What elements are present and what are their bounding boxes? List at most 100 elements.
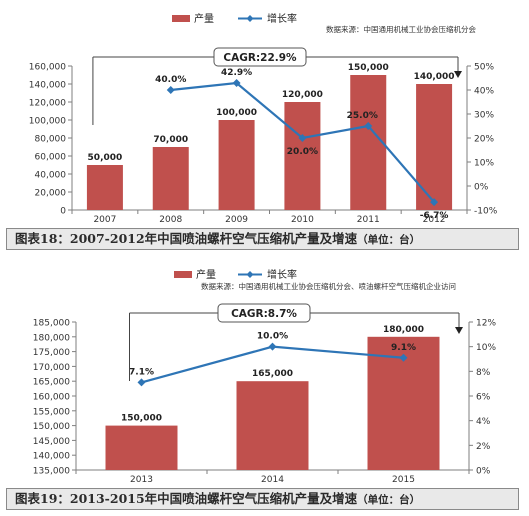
chart2-growth-point <box>268 342 277 351</box>
chart1-bar <box>284 102 321 210</box>
chart1-bar-label: 100,000 <box>216 108 257 118</box>
chart1-growth-point <box>232 79 241 88</box>
chart1-y2-tick-label: 10% <box>474 159 494 169</box>
chart1-legend-line-label: 增长率 <box>267 12 297 25</box>
chart2-cagr-arrow-icon <box>455 327 463 334</box>
chart2-y-tick-label: 140,000 <box>33 452 70 462</box>
chart1-x-tick-label: 2008 <box>159 215 182 225</box>
chart2-x-tick-label: 2014 <box>261 475 284 485</box>
chart2-y-tick-label: 160,000 <box>33 393 70 403</box>
chart-2: 135,000 140,000 145,000 150,000 155,000 160,0… <box>33 268 497 485</box>
chart2-y-tick-label: 185,000 <box>33 319 70 329</box>
chart1-bar <box>86 165 123 210</box>
chart1-growth-point <box>430 198 439 207</box>
chart1-y-tick-label: 140,000 <box>29 81 66 91</box>
chart2-y-tick-label: 135,000 <box>33 467 70 477</box>
chart-1: 0 20,000 40,000 60,000 80,000 100,000 120,000 1… <box>29 12 498 225</box>
chart1-bar-label: 50,000 <box>88 153 123 163</box>
chart1-growth-point <box>298 134 307 142</box>
chart1-y2-tick-label: 20% <box>474 135 494 145</box>
chart2-y2-tick-label: 0% <box>476 467 491 477</box>
chart-1-caption-text: 图表18：2007-2012年中国喷油螺杆空气压缩机产量及增速 <box>15 231 358 246</box>
chart2-source-note: 数据来源：中国通用机械工业协会压缩机分会、喷油螺杆空气压缩机企业访问 <box>201 281 456 291</box>
chart2-cagr-text: CAGR:8.7% <box>231 308 297 320</box>
chart1-growth-label: -6.7% <box>420 211 449 221</box>
chart1-cagr-text: CAGR:22.9% <box>223 52 297 64</box>
chart2-x-tick-label: 2015 <box>392 475 415 485</box>
chart1-bar-label: 140,000 <box>414 72 455 82</box>
chart2-bar <box>236 381 309 470</box>
chart1-growth-label: 20.0% <box>287 147 318 157</box>
chart2-y2-tick-label: 6% <box>476 393 491 403</box>
chart-panel-2: 135,000 140,000 145,000 150,000 155,000 160,0… <box>6 264 521 512</box>
chart1-y-tick-label: 20,000 <box>35 189 67 199</box>
chart2-y2-tick-label: 10% <box>476 343 496 353</box>
chart2-legend-line-label: 增长率 <box>267 268 297 281</box>
chart1-bar <box>152 147 189 210</box>
chart1-growth-label: 42.9% <box>221 68 252 78</box>
chart1-y2-tick-label: 40% <box>474 87 494 97</box>
chart1-x-tick-label: 2011 <box>357 215 380 225</box>
chart1-growth-label: 25.0% <box>347 111 378 121</box>
chart2-y2-tick-label: 12% <box>476 319 496 329</box>
chart1-y2-tick-label: 0% <box>474 183 489 193</box>
chart1-x-tick-label: 2010 <box>291 215 314 225</box>
chart1-legend-line-marker <box>246 15 254 22</box>
chart2-y-tick-label: 180,000 <box>33 333 70 343</box>
chart2-legend-bar-label: 产量 <box>196 268 216 281</box>
chart1-x-tick-label: 2012 <box>423 215 446 225</box>
chart2-y-tick-label: 145,000 <box>33 437 70 447</box>
chart2-bar-label: 180,000 <box>383 325 424 335</box>
chart2-bar-label: 165,000 <box>252 369 293 379</box>
chart2-y-tick-label: 170,000 <box>33 363 70 373</box>
chart1-bar-label: 70,000 <box>153 135 188 145</box>
chart2-growth-point <box>399 353 408 362</box>
chart1-legend-bar-label: 产量 <box>194 12 214 25</box>
chart1-bar-label: 150,000 <box>348 63 389 73</box>
chart1-y-tick-label: 60,000 <box>35 153 67 163</box>
chart2-y-tick-label: 175,000 <box>33 348 70 358</box>
chart2-x-tick-label: 2013 <box>130 475 153 485</box>
chart2-growth-label: 7.1% <box>129 367 154 377</box>
chart1-growth-point <box>364 122 373 130</box>
chart2-bar <box>105 425 178 470</box>
chart1-y-tick-label: 0 <box>60 207 66 217</box>
chart2-legend-line-marker <box>246 271 254 278</box>
chart2-y2-tick-label: 8% <box>476 368 491 378</box>
chart2-y-tick-label: 150,000 <box>33 422 70 432</box>
chart2-bar-label: 150,000 <box>121 414 162 424</box>
chart1-bar <box>218 120 255 210</box>
chart-panel-1: 0 20,000 40,000 60,000 80,000 100,000 120,000 1… <box>6 4 521 250</box>
chart1-y-tick-label: 160,000 <box>29 63 66 73</box>
chart1-y-tick-label: 120,000 <box>29 99 66 109</box>
chart-1-caption: 图表18：2007-2012年中国喷油螺杆空气压缩机产量及增速（单位：台） <box>6 228 519 250</box>
chart1-cagr-box <box>213 47 307 67</box>
chart1-y2-tick-label: 30% <box>474 111 494 121</box>
chart1-y-tick-label: 80,000 <box>35 135 67 145</box>
chart1-bar-label: 120,000 <box>282 90 323 100</box>
chart1-legend-bar-swatch <box>172 15 190 22</box>
chart2-y2-tick-label: 4% <box>476 417 491 427</box>
chart1-bar <box>350 75 387 210</box>
chart1-y-tick-label: 100,000 <box>29 117 66 127</box>
chart1-growth-point <box>166 86 175 94</box>
chart2-growth-point <box>137 378 146 387</box>
chart1-cagr-arrow-icon <box>454 71 462 78</box>
chart-1-unit: （单位：台） <box>357 234 421 246</box>
chart2-legend-bar-swatch <box>174 271 192 278</box>
chart-2-caption-text: 图表19：2013-2015年中国喷油螺杆空气压缩机产量及增速 <box>15 491 358 506</box>
chart-2-unit: （单位：台） <box>357 494 421 506</box>
chart1-y-tick-label: 40,000 <box>35 171 67 181</box>
chart2-growth-label: 9.1% <box>391 343 416 353</box>
chart1-x-tick-label: 2009 <box>225 215 248 225</box>
chart2-y-tick-label: 165,000 <box>33 378 70 388</box>
chart2-y2-tick-label: 2% <box>476 442 491 452</box>
chart1-x-tick-label: 2007 <box>93 215 116 225</box>
chart2-cagr-box <box>217 303 311 323</box>
chart1-bar <box>416 84 453 210</box>
chart1-y2-tick-label: 50% <box>474 63 494 73</box>
chart1-source-note: 数据来源：中国通用机械工业协会压缩机分会 <box>326 24 476 34</box>
chart-2-caption: 图表19：2013-2015年中国喷油螺杆空气压缩机产量及增速（单位：台） <box>6 488 519 510</box>
chart1-growth-label: 40.0% <box>155 75 186 85</box>
chart2-y-tick-label: 155,000 <box>33 407 70 417</box>
